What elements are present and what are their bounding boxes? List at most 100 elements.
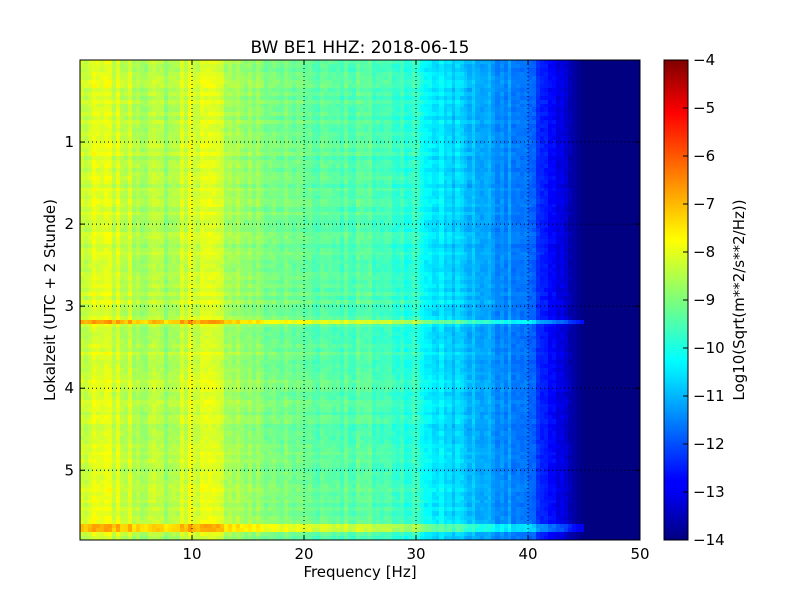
heatmap-cell xyxy=(264,152,268,156)
heatmap-cell xyxy=(252,152,256,156)
heatmap-cell xyxy=(148,180,152,184)
heatmap-cell xyxy=(500,184,505,188)
heatmap-cell xyxy=(607,120,612,124)
heatmap-cell xyxy=(312,116,316,120)
heatmap-cell xyxy=(96,116,100,120)
heatmap-cell xyxy=(112,132,116,136)
heatmap-cell xyxy=(268,84,272,88)
heatmap-cell xyxy=(380,152,384,156)
heatmap-cell xyxy=(548,60,552,64)
heatmap-cell xyxy=(364,148,368,152)
heatmap-cell xyxy=(556,112,560,116)
heatmap-cell xyxy=(488,140,493,144)
heatmap-cell xyxy=(288,196,292,200)
heatmap-cell xyxy=(480,76,485,80)
heatmap-cell xyxy=(128,136,132,140)
heatmap-cell xyxy=(260,128,264,132)
heatmap-cell xyxy=(188,140,192,144)
heatmap-cell xyxy=(144,100,148,104)
heatmap-cell xyxy=(180,184,184,188)
heatmap-cell xyxy=(184,104,188,108)
heatmap-cell xyxy=(556,68,560,72)
heatmap-cell xyxy=(296,140,300,144)
heatmap-cell xyxy=(460,60,465,64)
heatmap-cell xyxy=(248,96,252,100)
heatmap-cell xyxy=(260,140,264,144)
heatmap-cell xyxy=(540,68,544,72)
heatmap-cell xyxy=(467,144,472,148)
heatmap-cell xyxy=(516,172,520,176)
heatmap-cell xyxy=(228,88,232,92)
heatmap-cell xyxy=(444,136,449,140)
heatmap-cell xyxy=(568,72,572,76)
heatmap-cell xyxy=(288,104,292,108)
heatmap-cell xyxy=(439,104,444,108)
heatmap-cell xyxy=(352,124,356,128)
heatmap-cell xyxy=(556,191,560,196)
heatmap-cell xyxy=(588,72,592,76)
heatmap-cell xyxy=(108,120,112,124)
heatmap-cell xyxy=(108,196,112,200)
heatmap-cell xyxy=(112,172,116,176)
heatmap-cell xyxy=(164,164,168,168)
heatmap-cell xyxy=(268,64,272,68)
heatmap-cell xyxy=(472,196,476,200)
heatmap-cell xyxy=(444,60,449,64)
heatmap-cell xyxy=(604,104,608,108)
heatmap-cell xyxy=(108,92,112,96)
heatmap-cell xyxy=(280,144,284,148)
heatmap-cell xyxy=(616,180,620,184)
heatmap-cell xyxy=(524,136,528,140)
heatmap-cell xyxy=(480,184,485,188)
heatmap-cell xyxy=(584,188,588,192)
heatmap-cell xyxy=(240,107,244,112)
heatmap-cell xyxy=(272,104,276,108)
heatmap-cell xyxy=(472,80,476,84)
heatmap-cell xyxy=(192,164,196,168)
heatmap-cell xyxy=(240,136,244,140)
heatmap-cell xyxy=(424,116,428,120)
heatmap-cell xyxy=(256,128,260,132)
heatmap-cell xyxy=(491,172,496,176)
heatmap-cell xyxy=(424,132,428,136)
heatmap-cell xyxy=(224,96,228,100)
heatmap-cell xyxy=(564,148,568,152)
heatmap-cell xyxy=(180,124,184,128)
heatmap-cell xyxy=(176,188,180,192)
heatmap-cell xyxy=(188,92,192,96)
heatmap-cell xyxy=(400,184,404,188)
heatmap-cell xyxy=(228,132,232,136)
heatmap-cell xyxy=(300,140,304,144)
heatmap-cell xyxy=(108,72,112,76)
heatmap-cell xyxy=(156,76,160,80)
heatmap-cell xyxy=(236,152,241,156)
heatmap-cell xyxy=(500,196,505,200)
heatmap-cell xyxy=(524,180,528,184)
heatmap-cell xyxy=(148,92,152,96)
heatmap-cell xyxy=(324,64,328,68)
heatmap-cell xyxy=(168,68,172,72)
heatmap-cell xyxy=(540,107,544,112)
heatmap-cell xyxy=(596,60,600,64)
heatmap-cell xyxy=(400,148,404,152)
heatmap-cell xyxy=(308,164,312,168)
heatmap-cell xyxy=(136,152,140,156)
heatmap-cell xyxy=(92,96,96,100)
heatmap-cell xyxy=(572,156,576,160)
heatmap-cell xyxy=(576,196,580,200)
heatmap-cell xyxy=(436,104,440,108)
heatmap-cell xyxy=(160,199,164,204)
heatmap-cell xyxy=(368,140,372,144)
heatmap-cell xyxy=(460,136,465,140)
heatmap-cell xyxy=(132,64,136,68)
heatmap-cell xyxy=(592,128,596,132)
heatmap-cell xyxy=(296,64,300,68)
heatmap-cell xyxy=(460,199,465,204)
heatmap-cell xyxy=(420,120,424,124)
heatmap-cell xyxy=(300,96,304,100)
heatmap-cell xyxy=(636,160,640,164)
heatmap-cell xyxy=(136,72,140,76)
heatmap-cell xyxy=(232,184,236,188)
heatmap-cell xyxy=(352,92,356,96)
heatmap-cell xyxy=(180,64,184,68)
